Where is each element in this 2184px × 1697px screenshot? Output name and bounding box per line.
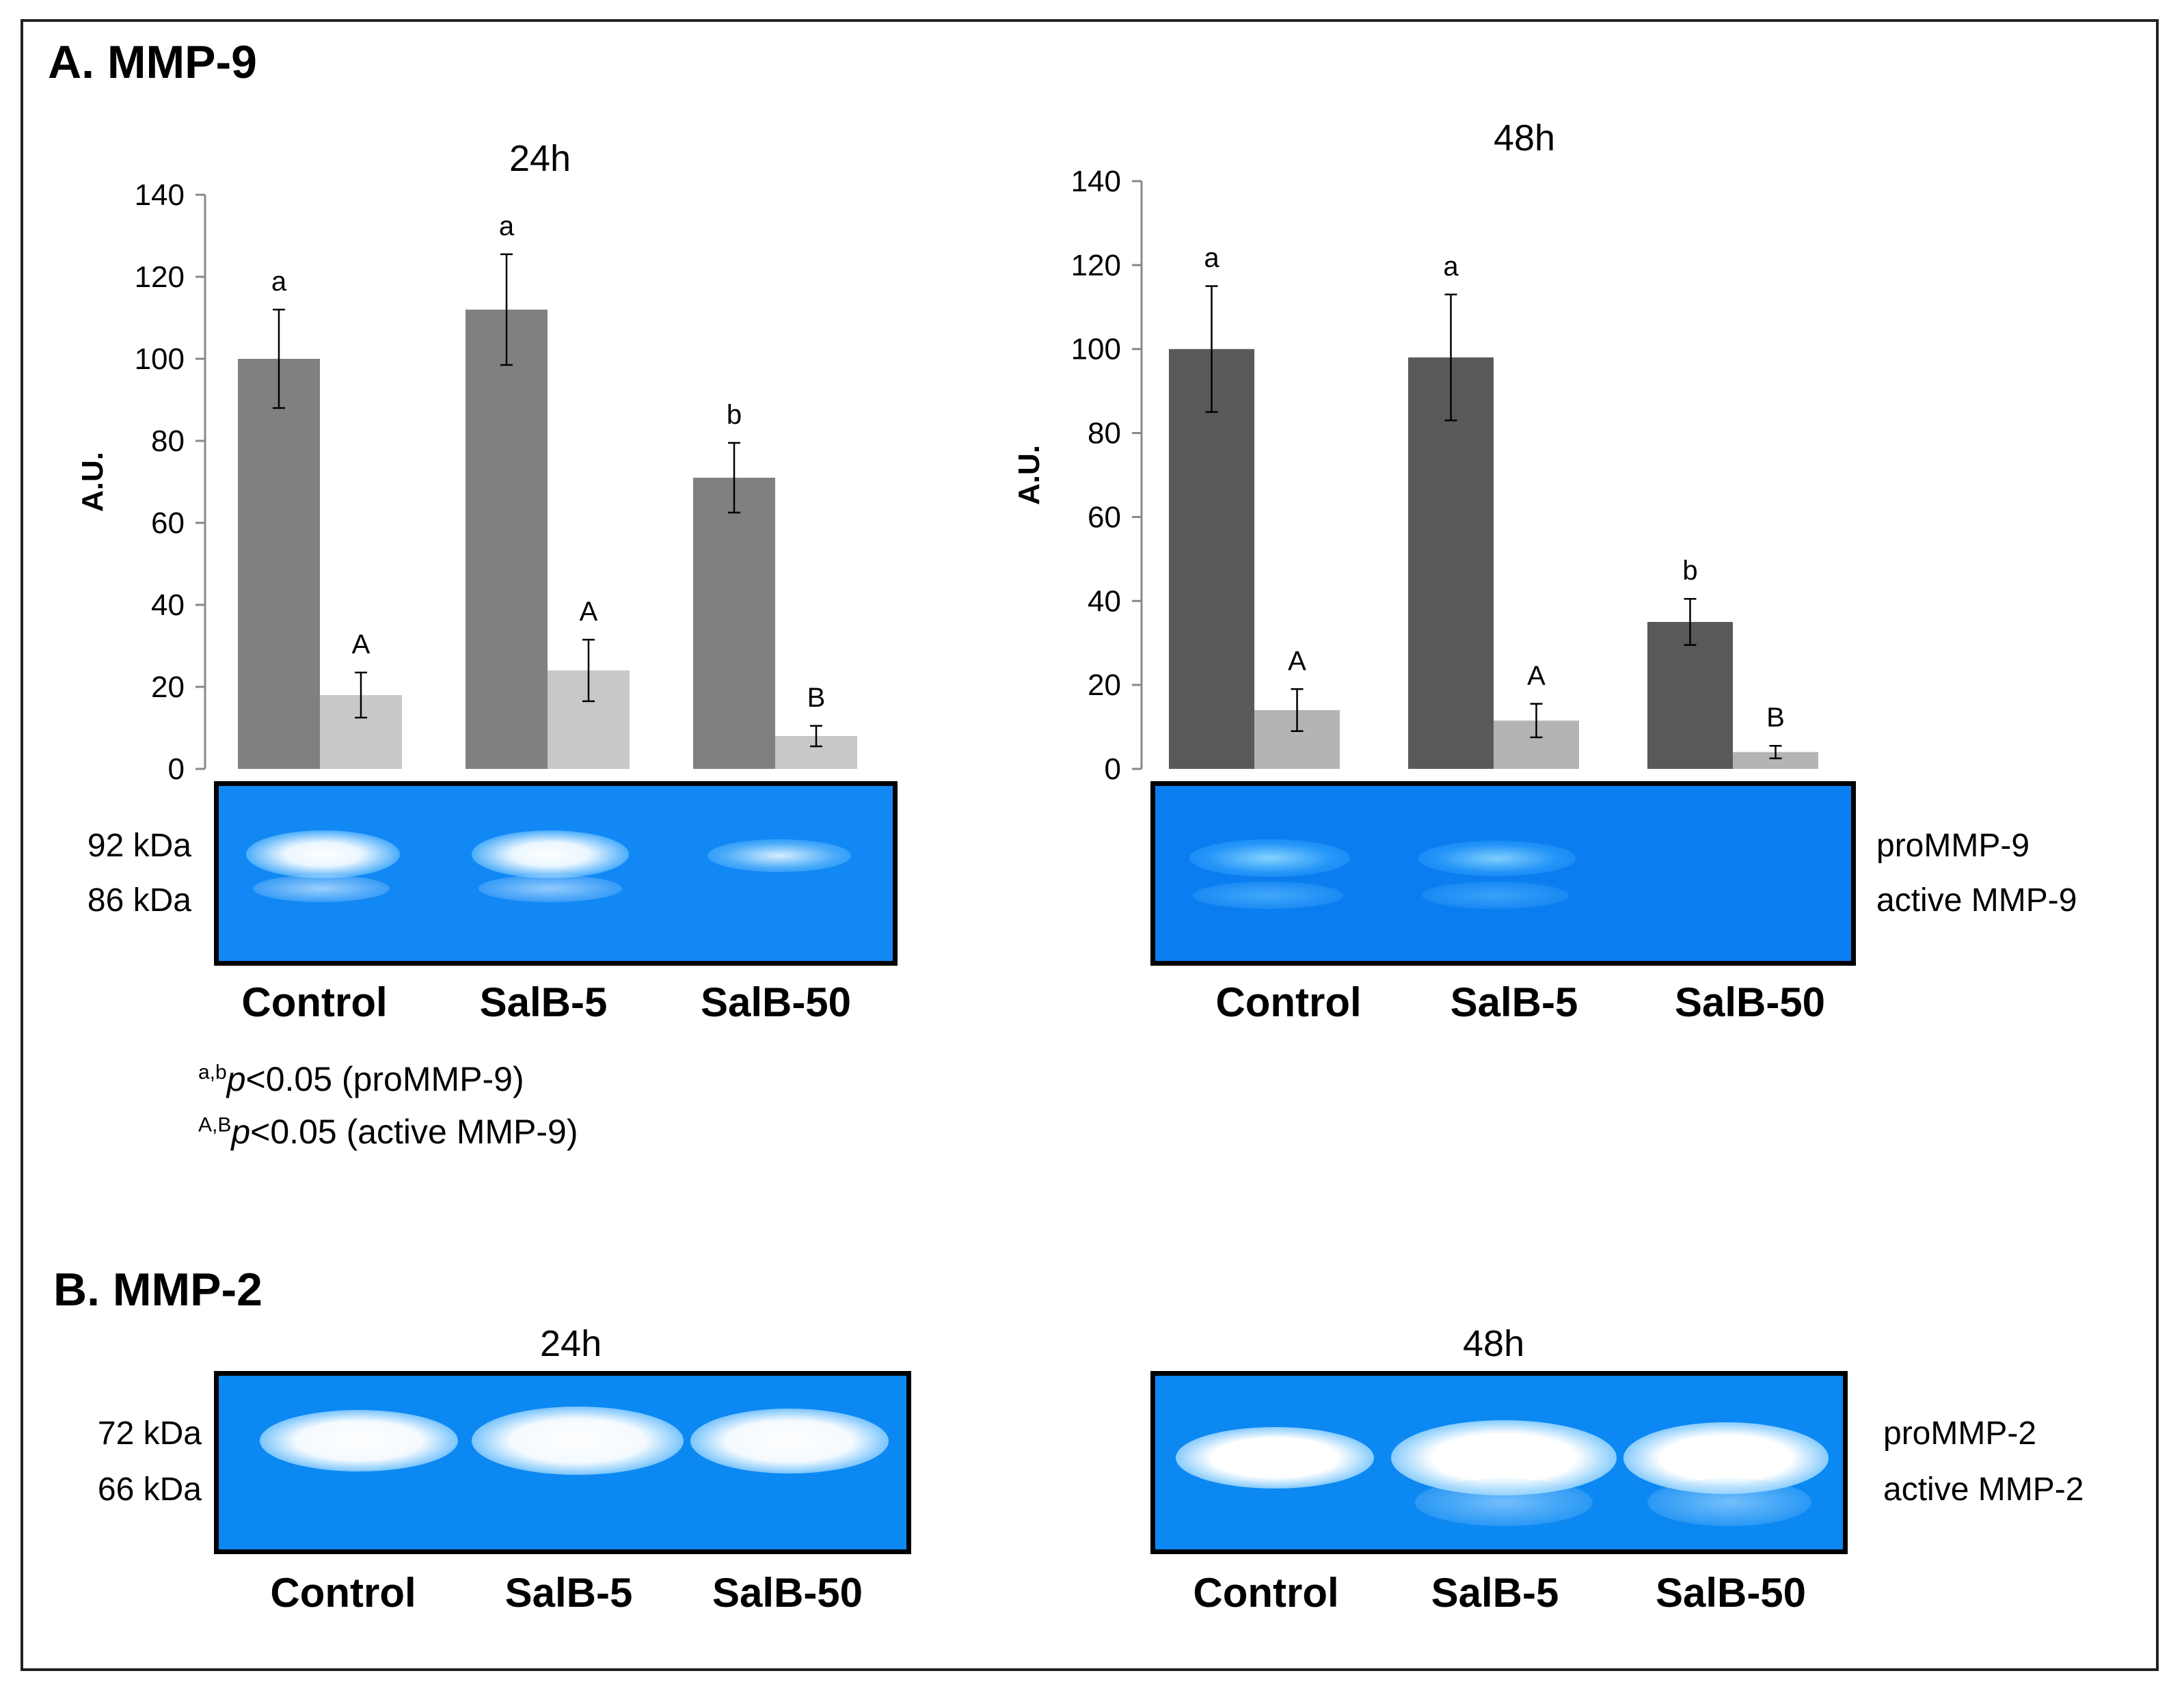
- band-mmp2-48h-salb5-lower: [1415, 1478, 1593, 1526]
- significance-label: B: [1766, 703, 1785, 733]
- band-mmp2-24h-salb5: [472, 1407, 684, 1475]
- panel-a-title: A. MMP-9: [48, 36, 257, 88]
- lane-mmp2-48h-control: Control: [1193, 1570, 1339, 1616]
- significance-label: A: [352, 629, 370, 660]
- y-tick-label: 100: [135, 342, 185, 376]
- footnote-line1: a,bp<0.05 (proMMP-9): [198, 1059, 524, 1099]
- label-active-mmp9: active MMP-9: [1876, 882, 2077, 919]
- y-tick-label: 0: [168, 752, 185, 786]
- y-tick-label: 120: [1071, 249, 1121, 282]
- band-mmp2-24h-control: [260, 1410, 458, 1471]
- y-tick-label: 80: [1088, 417, 1121, 450]
- footnote-text2: <0.05 (active MMP-9): [250, 1113, 578, 1151]
- band-mmp2-24h-salb50: [690, 1409, 889, 1474]
- y-tick-label: 60: [1088, 500, 1121, 534]
- footnote-p1: p: [226, 1060, 246, 1098]
- band-48h-control-activeMMP9: [1193, 882, 1343, 909]
- y-tick-label: 120: [135, 260, 185, 294]
- y-axis-label: A.U.: [1012, 445, 1046, 505]
- chart-24h: 24h A.U. 0 20 40 60 80 100 120 140 a Aa Ab B: [76, 138, 857, 786]
- label-promMP2: proMMP-2: [1883, 1415, 2037, 1452]
- mmp2-48h-title: 48h: [1463, 1323, 1525, 1364]
- band-48h-salb5-activeMMP9: [1422, 882, 1569, 909]
- chart-title: 48h: [1494, 118, 1555, 159]
- kda-72: 72 kDa: [97, 1415, 202, 1452]
- significance-label: a: [1204, 243, 1219, 273]
- gel-mmp2-48h: [1150, 1371, 1848, 1554]
- bar-prommp-9: [1647, 622, 1733, 769]
- figure-frame: [21, 19, 2159, 1671]
- significance-label: b: [727, 400, 742, 430]
- kda-66: 66 kDa: [97, 1471, 202, 1508]
- significance-label: A: [1288, 646, 1306, 676]
- band-mmp2-48h-salb50-lower: [1647, 1478, 1811, 1526]
- lane-48h-salb5: SalB-5: [1450, 979, 1578, 1025]
- lane-48h-salb50: SalB-50: [1674, 979, 1826, 1025]
- significance-label: B: [807, 683, 826, 713]
- significance-label: b: [1682, 556, 1697, 586]
- footnote-sup2: A,B: [198, 1113, 232, 1137]
- band-control-promMP9: [246, 830, 400, 878]
- chart-48h: 48h A.U. 0 20 40 60 80 100 120 140 a Aa Ab B: [1012, 118, 1818, 786]
- bar-prommp-9: [1169, 349, 1254, 769]
- lane-mmp2-48h-salb50: SalB-50: [1655, 1570, 1807, 1616]
- y-tick-label: 40: [151, 588, 185, 622]
- band-control-activeMMP9: [253, 875, 390, 902]
- y-axis-label: A.U.: [76, 452, 109, 512]
- chart-title: 24h: [509, 138, 571, 179]
- lane-mmp2-24h-salb50: SalB-50: [712, 1570, 863, 1616]
- band-mmp2-48h-control: [1176, 1427, 1374, 1489]
- y-tick-label: 80: [151, 424, 185, 458]
- lane-48h-control: Control: [1215, 979, 1362, 1025]
- band-48h-salb5-promMP9: [1418, 841, 1576, 876]
- y-tick-label: 140: [1071, 165, 1121, 198]
- gel-mmp9-24h: [214, 781, 898, 966]
- bar-prommp-9: [466, 310, 548, 769]
- significance-label: A: [580, 597, 598, 627]
- band-salb5-activeMMP9: [478, 875, 622, 902]
- bar-prommp-9: [238, 359, 320, 769]
- kda-86: 86 kDa: [87, 882, 191, 919]
- y-tick-label: 40: [1088, 584, 1121, 618]
- lane-mmp2-48h-salb5: SalB-5: [1431, 1570, 1559, 1616]
- label-active-mmp2: active MMP-2: [1883, 1471, 2084, 1508]
- gel-mmp9-48h: [1150, 781, 1856, 966]
- bar-prommp-9: [1408, 357, 1494, 769]
- footnote-sup1: a,b: [198, 1061, 227, 1084]
- label-promMP9: proMMP-9: [1876, 828, 2030, 864]
- y-tick-label: 20: [1088, 668, 1121, 702]
- bar-prommp-9: [693, 478, 775, 769]
- y-tick-label: 0: [1105, 752, 1121, 786]
- lane-mmp2-24h-control: Control: [270, 1570, 416, 1616]
- band-salb50-promMP9: [707, 839, 851, 872]
- significance-label: a: [499, 211, 515, 241]
- y-tick-label: 20: [151, 670, 185, 704]
- footnote-line2: A,Bp<0.05 (active MMP-9): [198, 1112, 578, 1152]
- y-tick-label: 100: [1071, 333, 1121, 366]
- gel-mmp2-24h: [214, 1371, 911, 1554]
- mmp2-24h-title: 24h: [540, 1323, 602, 1364]
- y-tick-label: 140: [135, 178, 185, 212]
- footnote-text1: <0.05 (proMMP-9): [245, 1060, 524, 1098]
- lane-24h-salb50: SalB-50: [700, 979, 852, 1025]
- kda-92: 92 kDa: [87, 828, 191, 864]
- lane-mmp2-24h-salb5: SalB-5: [504, 1570, 633, 1616]
- footnote-p2: p: [231, 1113, 251, 1151]
- significance-label: a: [271, 267, 287, 297]
- panel-b-title: B. MMP-2: [53, 1264, 262, 1316]
- band-salb5-promMP9: [472, 830, 629, 878]
- lane-24h-control: Control: [241, 979, 388, 1025]
- y-tick-label: 60: [151, 506, 185, 540]
- band-48h-control-promMP9: [1189, 839, 1350, 877]
- lane-24h-salb5: SalB-5: [479, 979, 608, 1025]
- significance-label: a: [1443, 252, 1459, 282]
- significance-label: A: [1527, 661, 1546, 691]
